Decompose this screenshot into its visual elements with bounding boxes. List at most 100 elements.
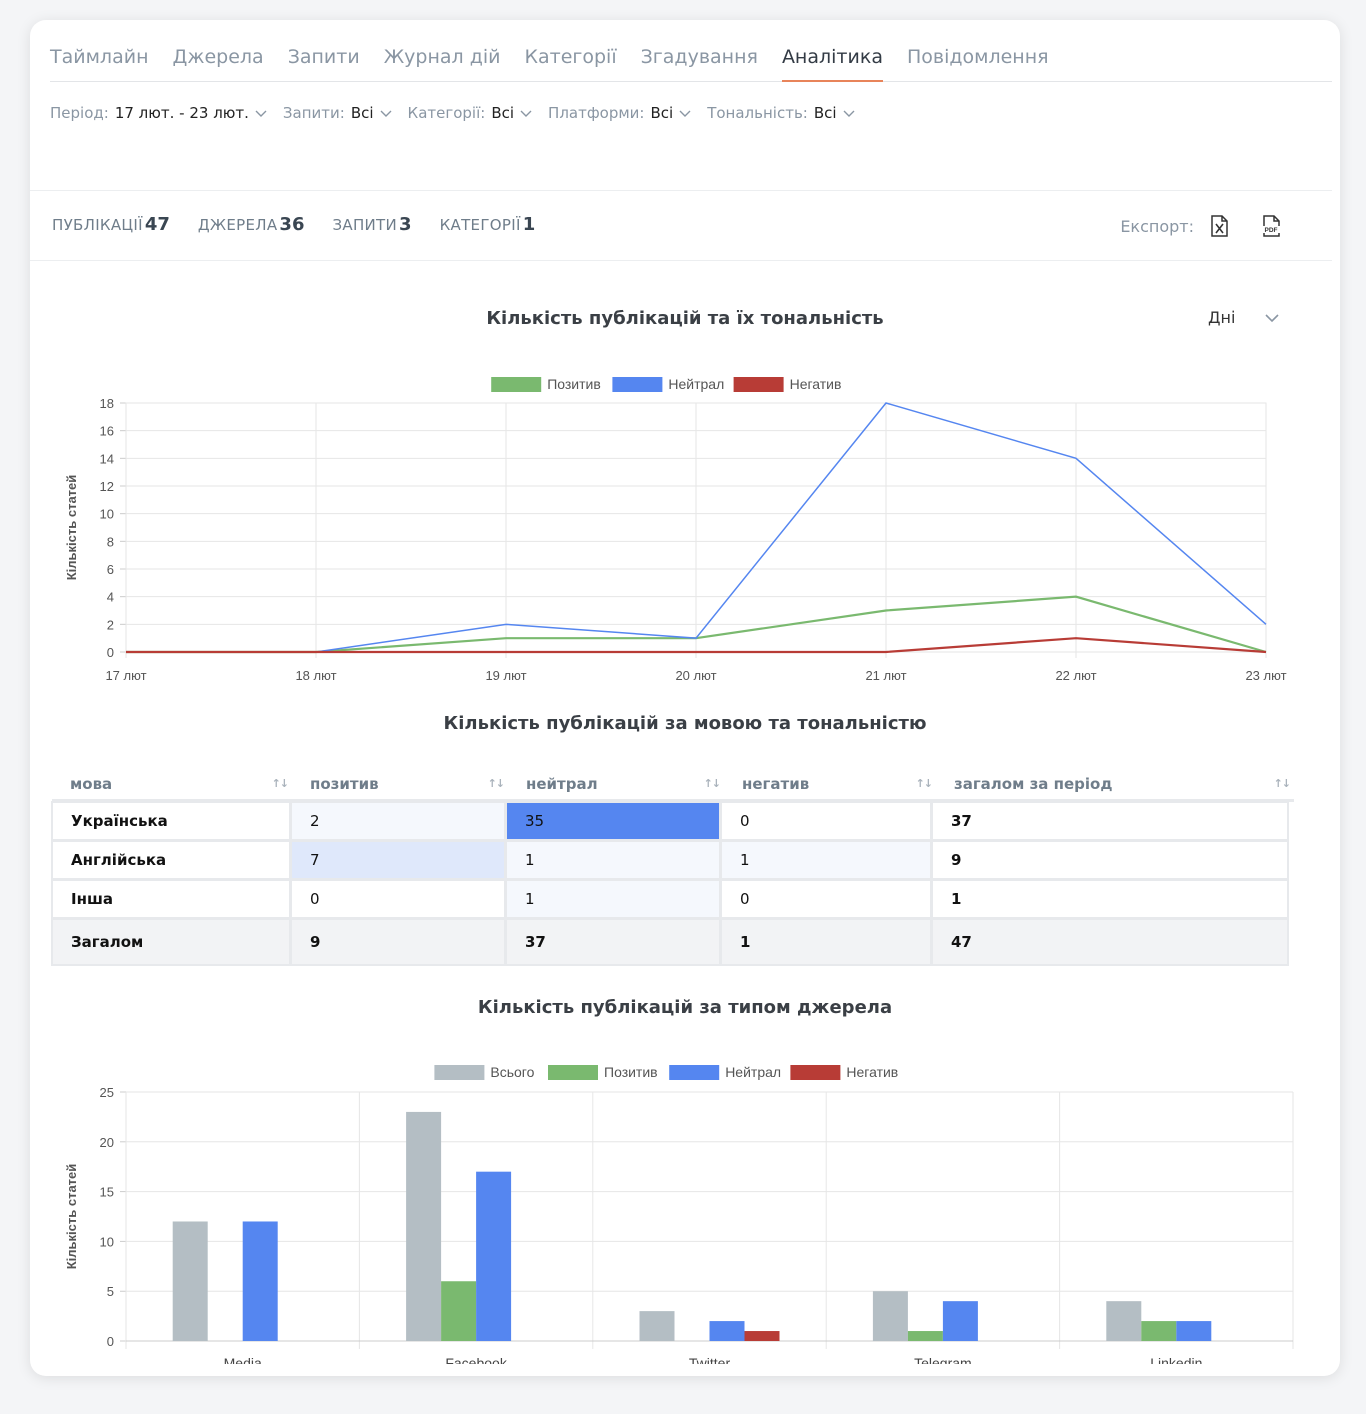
bar-chart: Всього Позитив Нейтрал Негатив 0 5 10 15 20 25 Кіл… xyxy=(64,1064,1294,1364)
tab-item[interactable]: Запити xyxy=(287,46,360,68)
bar xyxy=(242,1221,278,1341)
filter-label: Період: xyxy=(50,104,109,122)
stat-item: КАТЕГОРІЇ 1 xyxy=(440,214,536,235)
x-tick-label: 21 лют xyxy=(865,668,906,683)
tab-item[interactable]: Журнал дій xyxy=(383,46,501,68)
table-title: Кількість публікацій за мовою та тональн… xyxy=(443,713,927,734)
legend-label: Негатив xyxy=(790,376,842,392)
tab-bar: Таймлайн Джерела Запити Журнал дій Категорії… xyxy=(50,46,1332,82)
y-tick-label: 25 xyxy=(100,1085,114,1100)
y-tick-label: 2 xyxy=(107,617,114,632)
x-tick-label: Media xyxy=(224,1355,262,1364)
bar xyxy=(441,1281,477,1341)
line-chart-title: Кількість публікацій та їх тональність xyxy=(486,308,884,329)
table-total-cell: 1 xyxy=(720,918,932,966)
tab-item[interactable]: Джерела xyxy=(172,46,264,68)
y-tick-label: 20 xyxy=(100,1135,114,1150)
tab-item[interactable]: Повідомлення xyxy=(906,46,1049,68)
x-tick-label: Linkedin xyxy=(1150,1355,1202,1364)
filter-dropdown[interactable]: Тональність: Всі xyxy=(707,104,855,122)
table-total-cell: 47 xyxy=(931,918,1289,966)
bar xyxy=(1176,1321,1212,1341)
legend-label: Всього xyxy=(490,1064,534,1080)
table-row: Українська 2 35 0 37 xyxy=(51,801,1294,841)
filter-dropdown[interactable]: Категорії: Всі xyxy=(408,104,533,122)
bar xyxy=(1106,1301,1142,1341)
pdf-file-icon[interactable]: PDF xyxy=(1260,214,1282,238)
x-tick-label: Telegram xyxy=(914,1355,972,1364)
filter-label: Платформи: xyxy=(548,104,645,122)
x-tick-label: 22 лют xyxy=(1055,668,1096,683)
table-cell: 35 xyxy=(505,801,721,841)
table-total-cell: Загалом xyxy=(51,918,291,966)
y-tick-label: 12 xyxy=(100,479,114,494)
table-cell: 1 xyxy=(505,879,721,919)
tab-item[interactable]: Аналітика xyxy=(781,46,883,82)
stat-value: 1 xyxy=(522,214,536,235)
filter-dropdown[interactable]: Запити: Всі xyxy=(283,104,392,122)
legend-swatch xyxy=(733,377,784,392)
period-granularity-select[interactable]: Дні xyxy=(1208,308,1279,327)
bar xyxy=(476,1171,512,1341)
table-cell: 0 xyxy=(290,879,506,919)
filter-dropdown[interactable]: Період: 17 лют. - 23 лют. xyxy=(50,104,267,122)
y-tick-label: 15 xyxy=(100,1185,114,1200)
filter-value: Всі xyxy=(813,104,837,122)
y-tick-label: 0 xyxy=(107,645,114,660)
stat-value: 3 xyxy=(399,214,412,235)
legend-swatch xyxy=(491,377,542,392)
divider xyxy=(30,260,1332,261)
table-cell: 7 xyxy=(290,840,506,880)
column-header-language[interactable]: мова ↑↓ xyxy=(52,768,292,799)
stat-label: ДЖЕРЕЛА xyxy=(197,216,278,234)
bar xyxy=(406,1111,442,1341)
column-header-negative[interactable]: негатив ↑↓ xyxy=(724,768,936,799)
filter-dropdown[interactable]: Платформи: Всі xyxy=(548,104,691,122)
y-axis-label: Кількість статей xyxy=(64,475,79,581)
bar xyxy=(907,1331,943,1341)
table-body: Українська 2 35 0 37 Англійська 7 1 1 9 Інша 0 1 0 1 За… xyxy=(51,801,1294,966)
filter-label: Запити: xyxy=(282,104,345,122)
x-tick-label: 19 лют xyxy=(485,668,526,683)
sort-icon: ↑↓ xyxy=(1273,777,1291,790)
table-cell: Українська xyxy=(51,801,291,841)
tab-item[interactable]: Категорії xyxy=(524,46,617,68)
chevron-down-icon xyxy=(255,110,267,117)
sort-icon: ↑↓ xyxy=(703,777,721,790)
column-header-neutral[interactable]: нейтрал ↑↓ xyxy=(508,768,724,799)
svg-text:PDF: PDF xyxy=(1265,227,1278,234)
legend-swatch xyxy=(434,1065,485,1080)
tab-item[interactable]: Згадування xyxy=(640,46,758,68)
bar xyxy=(172,1221,208,1341)
chevron-down-icon xyxy=(1265,313,1279,322)
x-tick-label: 18 лют xyxy=(295,668,336,683)
table-cell: 1 xyxy=(720,840,932,880)
y-tick-label: 8 xyxy=(107,534,114,549)
stat-item: ЗАПИТИ 3 xyxy=(332,214,411,235)
column-label: негатив xyxy=(742,774,810,793)
table-cell: Англійська xyxy=(51,840,291,880)
table-row: Інша 0 1 0 1 xyxy=(51,879,1294,919)
stat-label: ЗАПИТИ xyxy=(332,216,398,234)
tab-item[interactable]: Таймлайн xyxy=(50,46,149,68)
analytics-card: Таймлайн Джерела Запити Журнал дій Категорії… xyxy=(30,20,1340,1376)
filter-value: Всі xyxy=(650,104,674,122)
table-total-cell: 37 xyxy=(505,918,721,966)
export-label: Експорт: xyxy=(1120,216,1194,236)
y-tick-label: 16 xyxy=(100,424,114,439)
bar-chart-title: Кількість публікацій за типом джерела xyxy=(477,997,893,1018)
table-cell: 0 xyxy=(720,801,932,841)
bar xyxy=(709,1321,745,1341)
chevron-down-icon xyxy=(843,110,855,117)
y-tick-label: 18 xyxy=(100,396,114,411)
stats-bar: ПУБЛІКАЦІЇ 47 ДЖЕРЕЛА 36 ЗАПИТИ 3 КАТЕГОРІЇ 1 xyxy=(52,214,535,235)
stat-item: ДЖЕРЕЛА 36 xyxy=(198,214,305,235)
column-label: позитив xyxy=(310,774,379,793)
divider xyxy=(30,190,1332,191)
column-header-total[interactable]: загалом за період ↑↓ xyxy=(936,768,1294,799)
excel-file-icon[interactable] xyxy=(1208,214,1230,238)
y-tick-label: 0 xyxy=(107,1334,114,1349)
stat-label: КАТЕГОРІЇ xyxy=(439,216,521,234)
column-header-positive[interactable]: позитив ↑↓ xyxy=(292,768,508,799)
language-tone-table: мова ↑↓ позитив ↑↓ нейтрал ↑↓ негатив ↑↓ заг… xyxy=(51,768,1294,966)
